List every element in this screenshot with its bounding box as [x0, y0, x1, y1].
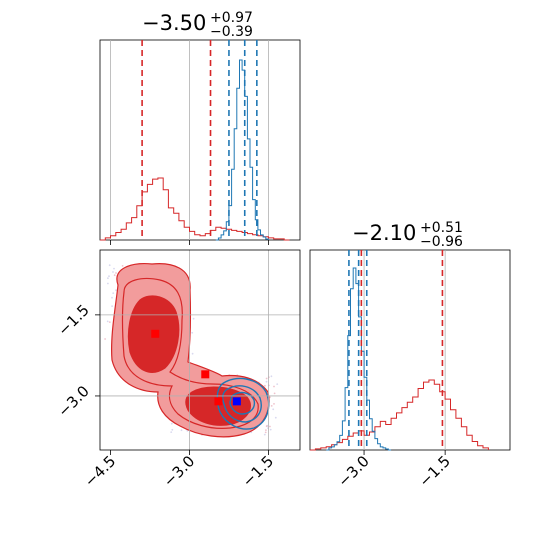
scatter-sample — [265, 429, 267, 431]
scatter-sample — [192, 317, 195, 320]
marginal-panel-param1 — [99, 39, 301, 245]
scatter-sample — [115, 289, 117, 292]
scatter-sample — [264, 384, 266, 387]
blue-contour-inner — [229, 391, 256, 415]
panel-frame — [99, 39, 301, 241]
red-point-marker — [151, 329, 160, 338]
red-point-marker — [214, 397, 223, 406]
x-tick-label: −4.5 — [81, 452, 119, 490]
scatter-sample — [111, 305, 113, 307]
scatter-sample — [274, 416, 277, 419]
scatter-sample — [269, 428, 272, 431]
scatter-sample — [269, 425, 271, 428]
scatter-sample — [113, 267, 115, 270]
scatter-sample — [191, 331, 194, 334]
red-histogram — [100, 177, 290, 241]
scatter-sample — [112, 292, 115, 294]
y-tick-label: −3.0 — [54, 382, 92, 420]
x-tick-label: −3.0 — [334, 452, 372, 490]
scatter-sample — [107, 282, 109, 285]
scatter-sample — [171, 428, 174, 431]
marginal-panel-param2: −3.0 −1.5 — [309, 249, 511, 491]
scatter-sample — [113, 274, 116, 277]
panel-frame — [309, 249, 511, 451]
scatter-sample — [276, 383, 279, 385]
scatter-sample — [104, 338, 106, 340]
scatter-sample — [270, 405, 273, 407]
scatter-sample — [273, 403, 275, 405]
title-param2-median: −2.10 — [352, 221, 416, 245]
scatter-sample — [263, 433, 266, 436]
scatter-sample — [273, 385, 275, 388]
title-param1: −3.50 — [142, 11, 206, 35]
scatter-sample — [170, 431, 173, 433]
title-param2-minus: −0.96 — [420, 234, 463, 250]
scatter-sample — [108, 264, 111, 267]
blue-point-marker — [232, 397, 241, 406]
title-param1-plus: +0.97 — [210, 10, 253, 26]
scatter-sample — [108, 275, 110, 278]
title-param1-median: −3.50 — [142, 11, 206, 35]
title-param2-plus: +0.51 — [420, 220, 463, 236]
title-param1-minus: −0.39 — [210, 24, 253, 40]
scatter-sample — [191, 352, 194, 355]
scatter-sample — [108, 321, 111, 323]
joint-contours — [111, 263, 270, 438]
scatter-sample — [265, 380, 268, 383]
x-tick-label: −3.0 — [160, 452, 198, 490]
blue-contour-mid — [221, 385, 262, 423]
joint-panel-frame — [99, 249, 301, 451]
red-point-marker — [201, 370, 210, 379]
red-histogram — [310, 379, 489, 451]
y-tick-label: −1.5 — [54, 301, 92, 339]
title-param2: −2.10 — [352, 221, 416, 245]
blue-histogram — [215, 59, 269, 241]
scatter-sample — [180, 429, 183, 432]
scatter-sample — [107, 277, 109, 280]
scatter-sample — [111, 296, 113, 299]
scatter-sample — [270, 375, 273, 378]
scatter-sample — [264, 431, 267, 434]
scatter-sample — [106, 320, 109, 323]
x-tick-label: −1.5 — [415, 452, 453, 490]
x-tick-label: −1.5 — [239, 452, 277, 490]
scatter-sample — [170, 422, 173, 425]
scatter-sample — [112, 271, 114, 273]
scatter-sample — [115, 272, 117, 274]
red-contour-inner-fill — [121, 277, 259, 429]
scatter-sample — [121, 265, 124, 267]
scatter-sample — [272, 408, 275, 411]
scatter-sample — [265, 425, 268, 428]
joint-panel: −4.5 −3.0 −1.5 −3.0 −1.5 — [54, 249, 301, 491]
scatter-sample — [265, 377, 268, 380]
scatter-sample — [273, 392, 276, 395]
